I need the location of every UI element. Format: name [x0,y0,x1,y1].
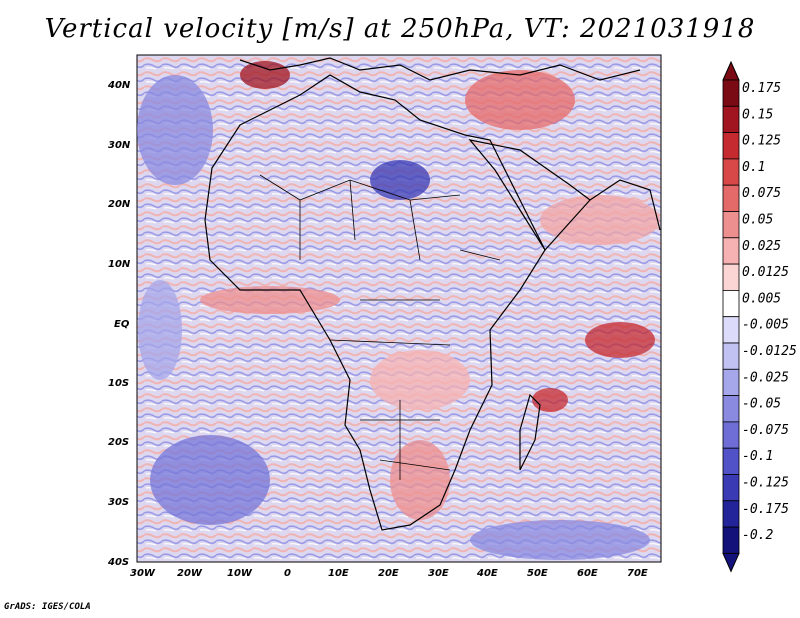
colorbar-label: -0.2 [742,528,773,543]
lon-tick: 20W [177,568,203,579]
lon-tick: 20E [378,568,399,579]
europe-coast [239,57,641,81]
colorbar-label: 0.025 [742,239,781,254]
colorbar-label: -0.005 [742,318,789,333]
colorbar-label: 0.1 [742,160,765,175]
colorbar-swatch [722,184,740,212]
colorbar-label: 0.005 [742,291,781,306]
lat-tick: EQ [114,319,130,330]
colorbar-swatch [722,263,740,291]
lon-tick: 10W [227,568,253,579]
lat-tick: 40S [107,557,129,568]
colorbar-swatch [722,211,740,239]
madagascar [519,393,541,471]
africa-coastline [204,74,546,531]
lon-tick: 50E [527,568,548,579]
colorbar-swatch [722,500,740,528]
arabia [468,139,591,251]
lat-tick: 30N [108,140,131,151]
lon-tick: 30E [428,568,449,579]
colorbar-swatch [722,526,740,554]
lat-tick: 10S [108,378,129,389]
colorbar-label: -0.05 [742,397,781,412]
lon-tick: 60E [577,568,598,579]
colorbar: 0.175 0.15 0.125 0.1 0.075 0.05 0.025 0.0125 0.0… [722,60,797,573]
lon-tick: 70E [627,568,648,579]
lat-tick: 20N [108,199,131,210]
colorbar-swatch [722,289,740,318]
country-borders [259,174,501,480]
footer-credit: GrADS: IGES/COLA [4,602,91,612]
coastlines [204,57,661,531]
colorbar-swatch [722,132,740,160]
colorbar-swatch [722,237,740,265]
colorbar-label: 0.175 [742,81,781,96]
colorbar-label: -0.0125 [742,344,797,359]
colorbar-bottom-arrow [722,552,740,573]
colorbar-swatch [722,368,740,396]
colorbar-label: -0.1 [742,449,773,464]
lat-tick: 40N [107,80,131,91]
velocity-field [137,61,660,560]
colorbar-swatch [722,79,740,107]
colorbar-swatch [722,342,740,370]
lon-tick: 30W [130,568,156,579]
lat-tick: 10N [108,259,131,270]
lon-tick: 10E [328,568,349,579]
lon-tick: 0 [284,568,291,579]
colorbar-label: 0.15 [742,107,773,122]
lon-tick: 40E [476,568,498,579]
colorbar-label: -0.175 [742,502,789,517]
lat-axis: 40N 30N 20N 10N EQ 10S 20S 30S 40S [107,80,131,568]
lat-tick: 30S [108,497,129,508]
colorbar-label: -0.075 [742,423,789,438]
colorbar-label: 0.125 [742,134,781,149]
lat-tick: 20S [108,437,129,448]
colorbar-swatch [722,316,740,344]
asia-coast [589,179,661,231]
colorbar-label: 0.05 [742,213,773,228]
colorbar-swatch [722,474,740,502]
colorbar-label: -0.125 [742,476,789,491]
lon-axis: 30W 20W 10W 0 10E 20E 30E 40E 50E 60E 70… [130,568,648,579]
colorbar-swatch [722,158,740,186]
colorbar-swatch [722,421,740,449]
colorbar-label: -0.025 [742,370,789,385]
colorbar-label: 0.0125 [742,265,789,280]
colorbar-swatch [722,395,740,423]
map-title: Vertical velocity [m/s] at 250hPa, VT: 2… [44,14,756,44]
colorbar-top-arrow [722,60,740,81]
colorbar-label: 0.075 [742,186,781,201]
colorbar-swatch [722,447,740,475]
colorbar-swatch [722,105,740,134]
